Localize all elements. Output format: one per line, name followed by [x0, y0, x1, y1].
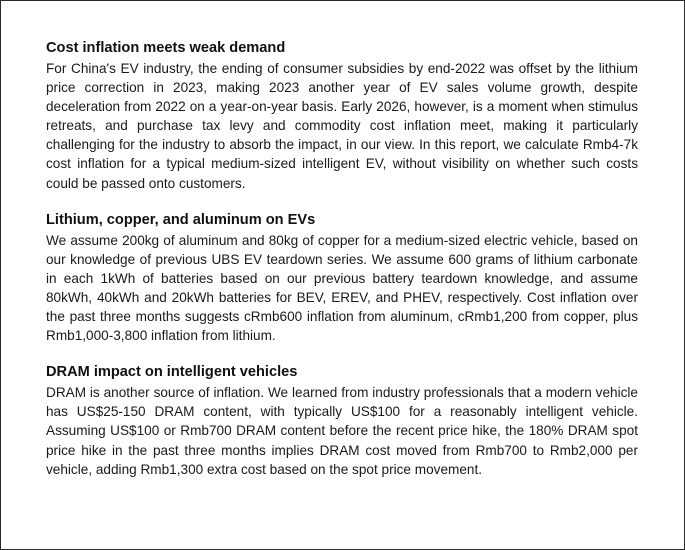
section-heading: DRAM impact on intelligent vehicles	[46, 364, 298, 381]
section-paragraph: For China's EV industry, the ending of c…	[46, 61, 638, 191]
section-paragraph: We assume 200kg of aluminum and 80kg of …	[46, 232, 638, 344]
section-cost-inflation: Cost inflation meets weak demand For Chi…	[46, 39, 638, 193]
section-lithium-copper-aluminum: Lithium, copper, and aluminum on EVs We …	[46, 211, 638, 346]
section-dram-impact: DRAM impact on intelligent vehicles DRAM…	[46, 363, 638, 478]
section-heading: Cost inflation meets weak demand	[46, 40, 286, 56]
document-content: Cost inflation meets weak demand For Chi…	[46, 39, 638, 479]
section-heading: Lithium, copper, and aluminum on EVs	[46, 211, 316, 228]
section-paragraph: DRAM is another source of inflation. We …	[46, 385, 638, 477]
